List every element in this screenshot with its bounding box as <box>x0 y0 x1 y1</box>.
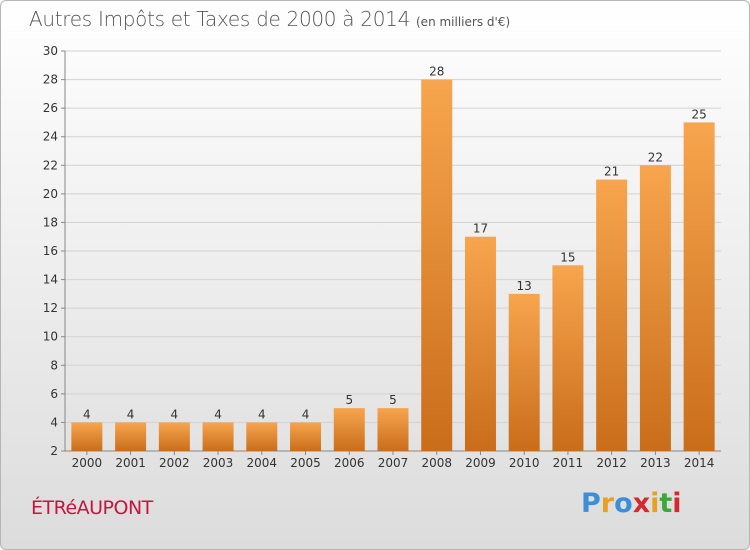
bar <box>639 165 671 452</box>
bar <box>115 422 147 451</box>
x-tick-label: 2008 <box>421 456 452 470</box>
x-tick-label: 2014 <box>684 456 715 470</box>
logo-letter: i <box>672 488 682 519</box>
y-tick-label: 22 <box>43 158 58 172</box>
proxiti-logo[interactable]: Proxiti <box>581 488 682 519</box>
y-tick-label: 10 <box>43 330 58 344</box>
y-tick-label: 18 <box>43 215 58 229</box>
y-tick-label: 16 <box>43 244 58 258</box>
bar-value-label: 28 <box>429 65 444 79</box>
x-tick-label: 2000 <box>72 456 103 470</box>
bar-value-label: 4 <box>171 407 179 421</box>
bar <box>333 408 365 451</box>
title-main: Autres Impôts et Taxes de 2000 à 2014 <box>29 7 410 31</box>
bar <box>508 293 540 451</box>
bar-value-label: 13 <box>517 279 532 293</box>
y-tick-label: 2 <box>50 444 58 458</box>
bar-value-label: 5 <box>389 393 397 407</box>
bar-value-label: 4 <box>258 407 266 421</box>
y-tick-label: 12 <box>43 301 58 315</box>
bar <box>464 236 496 451</box>
x-tick-label: 2003 <box>203 456 234 470</box>
y-tick-label: 4 <box>50 415 58 429</box>
logo-letter: t <box>659 488 673 519</box>
bar-value-label: 15 <box>560 250 575 264</box>
commune-name: ÉTRéAUPONT <box>31 497 153 519</box>
bar <box>683 122 715 451</box>
logo-letter: x <box>632 488 651 519</box>
y-tick-label: 28 <box>43 73 58 87</box>
logo-letter: r <box>600 488 615 519</box>
x-tick-label: 2001 <box>115 456 146 470</box>
bar <box>71 422 103 451</box>
bar <box>246 422 278 451</box>
bar-value-label: 4 <box>83 407 91 421</box>
x-tick-label: 2013 <box>640 456 671 470</box>
bar-value-label: 5 <box>345 393 353 407</box>
y-tick-label: 14 <box>43 273 58 287</box>
bar <box>552 265 584 451</box>
bar <box>202 422 234 451</box>
y-tick-label: 6 <box>50 387 58 401</box>
logo-letter: P <box>581 488 601 519</box>
x-tick-label: 2005 <box>290 456 321 470</box>
bar <box>290 422 322 451</box>
y-tick-label: 8 <box>50 358 58 372</box>
bar-value-label: 4 <box>127 407 135 421</box>
bar-value-label: 17 <box>473 222 488 236</box>
x-tick-label: 2004 <box>247 456 278 470</box>
x-tick-label: 2010 <box>509 456 540 470</box>
x-tick-label: 2012 <box>596 456 627 470</box>
bar <box>377 408 409 451</box>
title-unit: (en milliers d'€) <box>416 15 511 29</box>
y-tick-label: 24 <box>43 130 58 144</box>
bar-value-label: 4 <box>302 407 310 421</box>
chart-title: Autres Impôts et Taxes de 2000 à 2014 (en… <box>29 7 510 31</box>
bar-value-label: 25 <box>691 107 706 121</box>
y-tick-label: 30 <box>43 44 58 58</box>
y-tick-label: 26 <box>43 101 58 115</box>
bars: 4 4 4 4 4 4 5 5 28 17 13 15 21 22 25 <box>71 65 715 452</box>
x-tick-label: 2009 <box>465 456 496 470</box>
bar <box>421 79 453 452</box>
bar <box>596 179 628 452</box>
x-tick-label: 2011 <box>553 456 584 470</box>
logo-letter: i <box>650 488 660 519</box>
bar-value-label: 21 <box>604 165 619 179</box>
y-tick-label: 20 <box>43 187 58 201</box>
bar-value-label: 4 <box>214 407 222 421</box>
bar-value-label: 22 <box>648 150 663 164</box>
x-tick-label: 2006 <box>334 456 365 470</box>
logo-letter: o <box>614 488 633 519</box>
x-tick-label: 2007 <box>378 456 409 470</box>
x-tick-label: 2002 <box>159 456 190 470</box>
bar <box>158 422 190 451</box>
